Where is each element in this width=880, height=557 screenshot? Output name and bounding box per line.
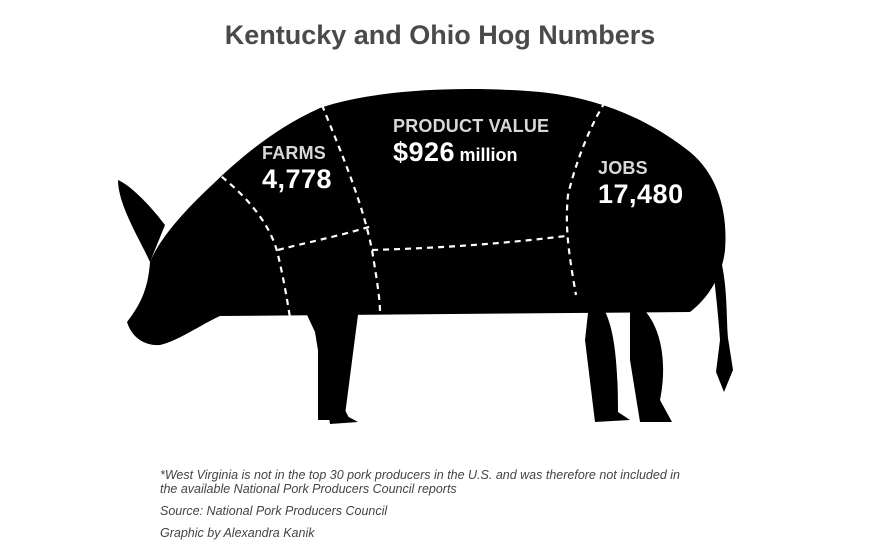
cut-lines: [212, 101, 606, 319]
pig-rear-leg-2: [630, 300, 672, 422]
source-note: Source: National Pork Producers Council: [160, 504, 388, 518]
footnotes: *West Virginia is not in the top 30 pork…: [160, 468, 760, 548]
product-value-section: PRODUCT VALUE $926 million: [393, 116, 549, 168]
farms-value: 4,778: [262, 164, 333, 194]
cut-line-shoulder: [212, 169, 292, 319]
product-value-amount: $926: [393, 137, 456, 167]
product-value-unit: million: [459, 145, 518, 165]
pig-tail: [712, 250, 733, 392]
product-value-label: PRODUCT VALUE: [393, 116, 550, 136]
pig-rear-leg: [585, 295, 630, 422]
farms-section: FARMS 4,778: [262, 143, 332, 195]
cut-line-shoulder-bottom: [277, 224, 373, 252]
pig-body: [127, 89, 726, 346]
pig-front-leg-2: [318, 300, 352, 420]
pig-ear: [118, 180, 165, 262]
footnote-line-1: *West Virginia is not in the top 30 pork…: [160, 468, 680, 482]
farms-label: FARMS: [262, 143, 326, 163]
footnote-line-2: the available National Pork Producers Co…: [160, 482, 457, 496]
jobs-label: JOBS: [598, 158, 648, 178]
cut-line-loin-back: [565, 101, 606, 296]
cut-line-belly-top: [371, 234, 567, 252]
jobs-value: 17,480: [598, 179, 684, 209]
cut-line-loin-front: [320, 104, 382, 313]
chart-title: Kentucky and Ohio Hog Numbers: [224, 20, 656, 50]
jobs-section: JOBS 17,480: [598, 158, 684, 210]
credit-note: Graphic by Alexandra Kanik: [160, 526, 315, 540]
